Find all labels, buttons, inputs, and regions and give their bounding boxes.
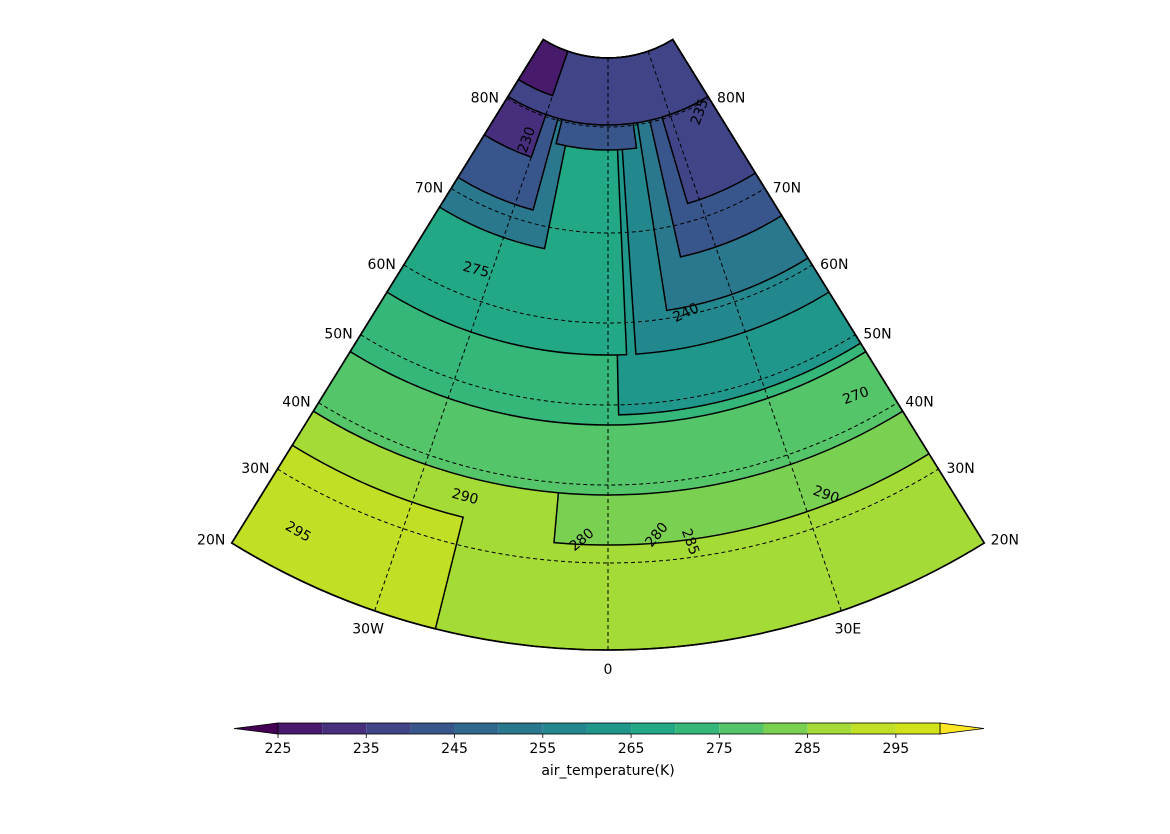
parallel-line xyxy=(506,97,710,128)
colorbar-label: air_temperature(K) xyxy=(541,763,674,779)
parallel-label: 70N xyxy=(415,180,443,196)
colorbar-box xyxy=(586,723,632,734)
parallel-label: 30N xyxy=(946,461,974,477)
parallel-label: 20N xyxy=(197,532,225,548)
colorbar-box xyxy=(542,723,587,734)
parallel-label: 20N xyxy=(991,532,1019,548)
contour-label: 275 xyxy=(461,259,491,281)
colorbar-box xyxy=(675,723,720,734)
parallel-label: 40N xyxy=(905,395,933,411)
parallel-label: 60N xyxy=(368,257,396,273)
colorbar-tick-label: 255 xyxy=(529,741,556,757)
colorbar-tick-label: 235 xyxy=(353,741,380,757)
colorbar-tick-label: 275 xyxy=(706,741,733,757)
map xyxy=(230,38,986,651)
meridian-label: 30W xyxy=(352,622,384,638)
colorbar-box xyxy=(763,723,808,734)
parallel-line xyxy=(450,187,766,234)
colorbar-box xyxy=(631,723,676,734)
colorbar-box xyxy=(851,723,896,734)
colorbar-box xyxy=(454,723,499,734)
colorbar-box xyxy=(498,723,543,734)
meridian-line xyxy=(647,51,842,612)
colorbar-box xyxy=(410,723,455,734)
colorbar-box xyxy=(719,723,764,734)
meridian-line xyxy=(374,51,569,612)
contour-label: 290 xyxy=(450,486,480,508)
colorbar-outline xyxy=(277,722,941,735)
colorbar-box xyxy=(366,723,411,734)
colorbar-box xyxy=(895,723,940,734)
colorbar-tick-label: 265 xyxy=(618,741,645,757)
parallel-label: 50N xyxy=(863,327,891,343)
map-boundary xyxy=(230,38,986,651)
colorbar-extend-under xyxy=(233,722,279,735)
parallel-label: 40N xyxy=(282,395,310,411)
parallel-label: 70N xyxy=(773,180,801,196)
parallel-label: 50N xyxy=(324,327,352,343)
parallel-label: 80N xyxy=(717,90,745,106)
colorbar-extend-over xyxy=(939,722,985,735)
meridian-label: 0 xyxy=(604,662,613,678)
colorbar-box xyxy=(322,723,367,734)
parallel-label: 80N xyxy=(471,90,499,106)
colorbar-tick-label: 225 xyxy=(265,741,292,757)
parallel-label: 30N xyxy=(241,461,269,477)
colorbar-box xyxy=(807,723,852,734)
parallel-label: 60N xyxy=(820,257,848,273)
colorbar-tick-label: 285 xyxy=(794,741,821,757)
meridian-label: 30E xyxy=(835,622,862,638)
colorbar-box xyxy=(278,723,323,734)
colorbar-tick-label: 245 xyxy=(441,741,468,757)
colorbar-tick-label: 295 xyxy=(882,741,909,757)
